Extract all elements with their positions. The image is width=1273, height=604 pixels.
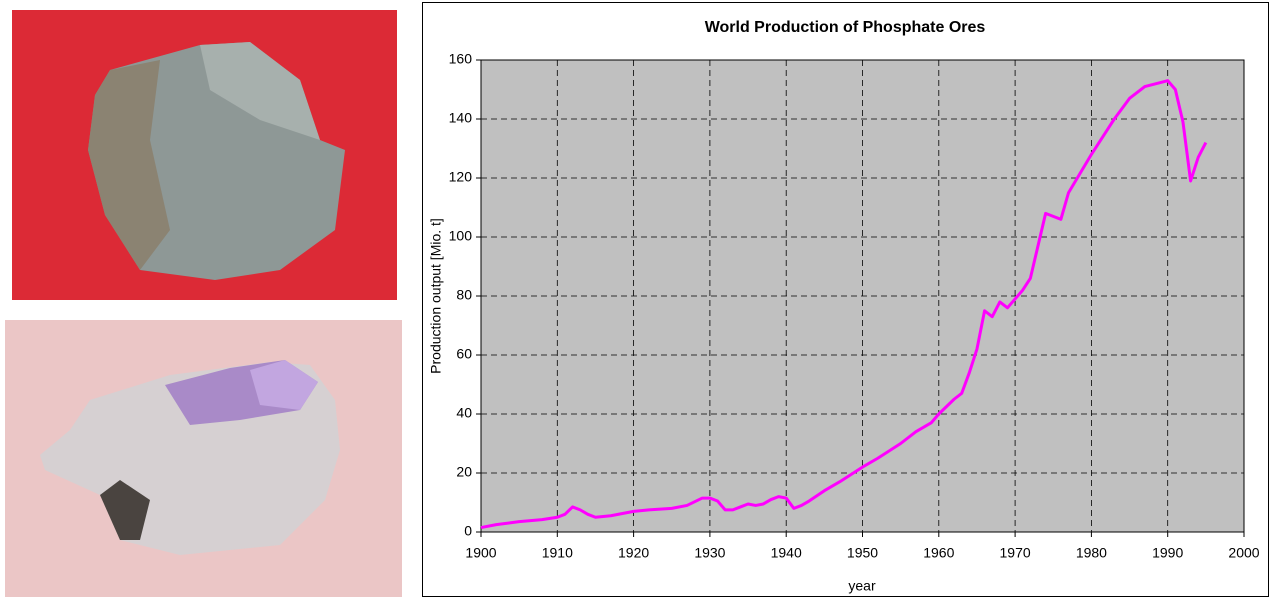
y-tick-label: 160: [449, 51, 473, 67]
x-tick-label: 1900: [465, 545, 496, 561]
photo-bottom: [5, 320, 402, 597]
photo-top: [12, 10, 397, 300]
chart-title: World Production of Phosphate Ores: [705, 19, 986, 36]
rock-dark: [100, 480, 150, 540]
x-tick-label: 1950: [847, 545, 878, 561]
y-tick-label: 120: [449, 169, 473, 185]
y-tick-label: 80: [456, 287, 472, 303]
plot-border: [480, 59, 1245, 533]
y-axis-label: Production output [Mio. t]: [428, 218, 444, 374]
rock-shade: [88, 60, 170, 270]
x-tick-label: 1980: [1076, 545, 1107, 561]
x-tick-label: 1940: [771, 545, 802, 561]
x-tick-label: 1960: [923, 545, 954, 561]
x-tick-label: 1910: [542, 545, 573, 561]
x-tick-label: 2000: [1228, 545, 1259, 561]
x-tick-label: 1920: [618, 545, 649, 561]
x-tick-label: 1930: [694, 545, 725, 561]
rock-highlight: [200, 42, 320, 140]
y-tick-label: 0: [464, 523, 472, 539]
x-tick-label: 1970: [1000, 545, 1031, 561]
y-tick-label: 100: [449, 228, 473, 244]
y-tick-label: 20: [456, 464, 472, 480]
y-tick-label: 140: [449, 110, 473, 126]
y-tick-label: 60: [456, 346, 472, 362]
y-tick-label: 40: [456, 405, 472, 421]
data-line: [480, 79, 1208, 530]
x-axis-label: year: [848, 578, 876, 594]
crystal-highlight: [250, 360, 318, 410]
x-tick-label: 1990: [1152, 545, 1183, 561]
